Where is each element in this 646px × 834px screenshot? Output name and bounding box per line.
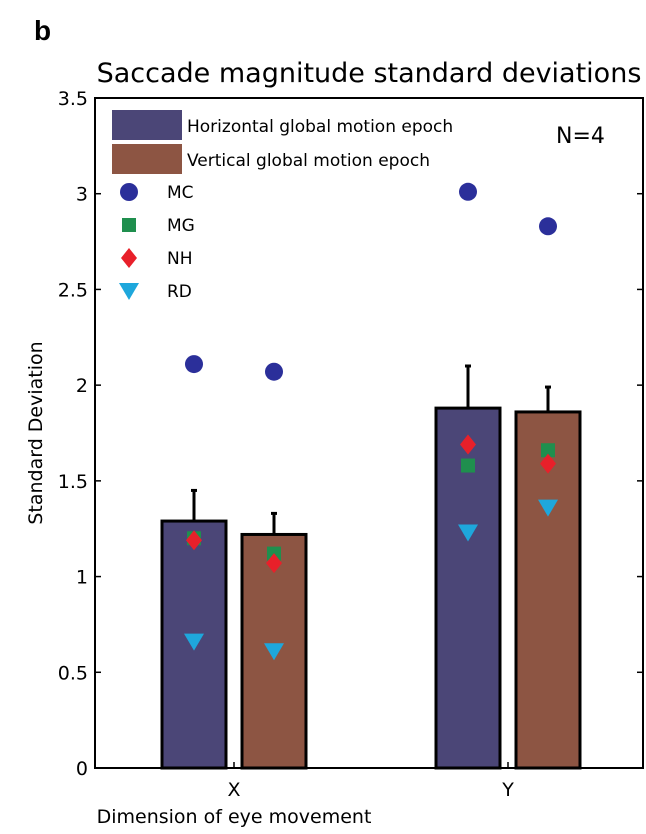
legend-label: Horizontal global motion epoch xyxy=(187,117,453,137)
y-tick-label: 3 xyxy=(76,184,88,206)
legend-label: Vertical global motion epoch xyxy=(187,151,430,171)
data-point-nh xyxy=(266,553,282,574)
data-point-nh xyxy=(540,453,556,474)
legend-label: MG xyxy=(167,216,195,236)
x-tick-label: X xyxy=(227,779,240,801)
y-tick-label: 0.5 xyxy=(58,662,88,684)
x-axis-label: Dimension of eye movement xyxy=(97,806,372,828)
legend-marker-mg xyxy=(122,218,136,232)
y-tick-label: 3.5 xyxy=(58,88,88,110)
data-point-mc xyxy=(459,182,477,201)
data-point-nh xyxy=(460,434,476,455)
data-point-rd xyxy=(264,643,284,661)
data-point-mg xyxy=(461,458,475,473)
data-point-mc xyxy=(539,217,557,236)
x-tick-label: Y xyxy=(501,779,514,801)
legend-marker-nh xyxy=(121,248,137,268)
plot-frame xyxy=(94,97,644,769)
data-point-rd xyxy=(458,524,478,542)
bars-layer xyxy=(160,364,582,770)
data-point-rd xyxy=(184,633,204,651)
sample-size-label: N=4 xyxy=(556,124,605,149)
y-tick-label: 1 xyxy=(76,567,88,589)
legend-marker-rd xyxy=(119,283,139,300)
markers-layer xyxy=(184,182,558,661)
y-tick-label: 1.5 xyxy=(58,471,88,493)
legend-label: MC xyxy=(167,183,194,203)
legend-marker-mc xyxy=(120,183,138,201)
legend: Horizontal global motion epoch Vertical g… xyxy=(112,110,453,302)
y-axis-label: Standard Deviation xyxy=(25,341,47,524)
panel-letter: b xyxy=(34,15,51,46)
y-tick-label: 2.5 xyxy=(58,279,88,301)
y-axis: 0 0.5 1 1.5 2 2.5 3 3.5 xyxy=(58,88,643,780)
data-point-mc xyxy=(265,362,283,381)
y-tick-label: 0 xyxy=(76,758,88,780)
legend-swatch xyxy=(112,110,182,140)
bar xyxy=(514,410,582,770)
legend-swatch xyxy=(112,144,182,174)
legend-label: NH xyxy=(167,249,193,269)
y-tick-label: 2 xyxy=(76,375,88,397)
chart-title: Saccade magnitude standard deviations xyxy=(97,58,642,89)
data-point-rd xyxy=(538,499,558,517)
data-point-mg xyxy=(541,443,555,458)
legend-label: RD xyxy=(167,282,192,302)
data-point-nh xyxy=(186,530,202,551)
data-point-mc xyxy=(185,355,203,374)
